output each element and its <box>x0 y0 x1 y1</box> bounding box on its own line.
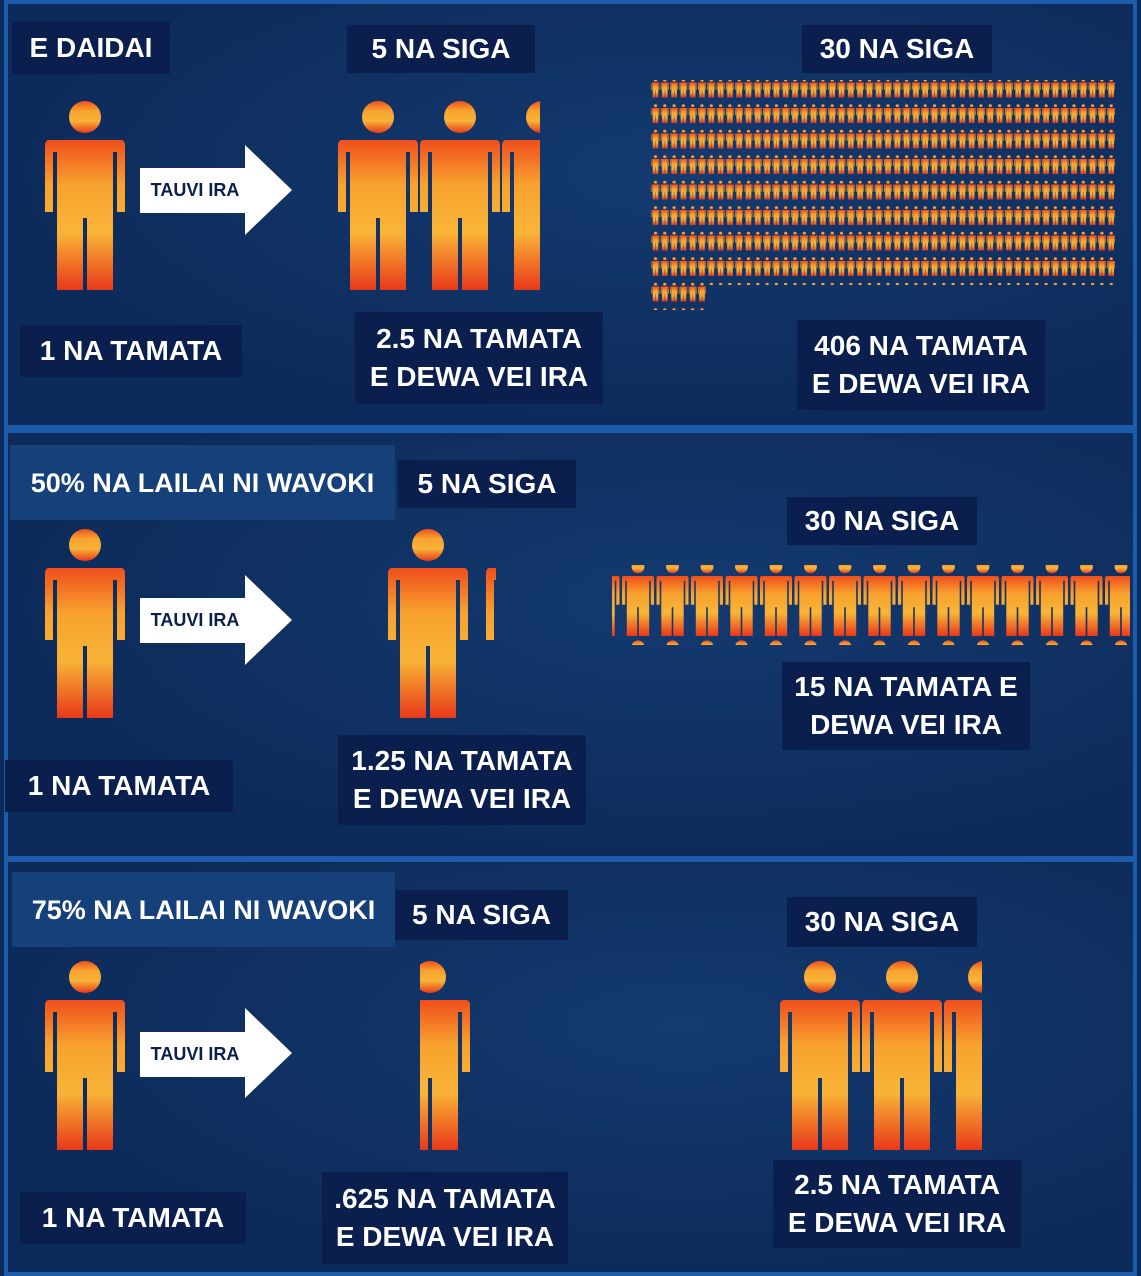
end-heading: 30 NA SIGA <box>787 897 977 947</box>
people-row <box>612 565 1130 645</box>
person-icon <box>338 101 418 290</box>
line: 1.25 NA TAMATA <box>351 742 572 780</box>
mid-heading: 5 NA SIGA <box>398 460 576 508</box>
line: 15 NA TAMATA E <box>794 668 1017 706</box>
line: 2.5 NA TAMATA <box>376 320 582 358</box>
arrow-label: TAUVI IRA <box>140 168 250 213</box>
arrow <box>245 145 292 235</box>
start-label: 1 NA TAMATA <box>20 325 242 377</box>
person-icon <box>45 529 125 718</box>
line: 2.5 NA TAMATA <box>794 1166 1000 1204</box>
line: E DEWA VEI IRA <box>812 365 1030 403</box>
arrow-label: TAUVI IRA <box>140 598 250 643</box>
person-icon-partial <box>486 529 566 718</box>
person-icon <box>388 529 468 718</box>
line: E DEWA VEI IRA <box>788 1204 1006 1242</box>
mid-heading: 5 NA SIGA <box>395 890 568 940</box>
line: 406 NA TAMATA <box>814 327 1028 365</box>
end-heading: 30 NA SIGA <box>787 497 977 545</box>
heading: 50% NA LAILAI NI WAVOKI <box>10 445 395 520</box>
arrow <box>245 575 292 665</box>
line: E DEWA VEI IRA <box>353 780 571 818</box>
person-icon <box>45 961 125 1150</box>
person-icon <box>420 101 500 290</box>
person-icon-partial <box>502 101 582 290</box>
line: .625 NA TAMATA <box>334 1180 555 1218</box>
person-icon-partial <box>944 961 1024 1150</box>
arrow-label: TAUVI IRA <box>140 1032 250 1077</box>
person-icon <box>780 961 860 1150</box>
line: E DEWA VEI IRA <box>336 1218 554 1256</box>
start-label: 1 NA TAMATA <box>5 760 233 812</box>
line: DEWA VEI IRA <box>810 706 1002 744</box>
people-grid <box>650 80 1115 285</box>
person-icon <box>45 101 125 290</box>
start-label: 1 NA TAMATA <box>20 1192 246 1244</box>
mid-heading: 5 NA SIGA <box>347 25 535 73</box>
infographic: E DAIDAI 5 NA SIGA 30 NA SIGA TAUVI IRA … <box>0 0 1141 1276</box>
person-icon <box>862 961 942 1150</box>
line: E DEWA VEI IRA <box>370 358 588 396</box>
arrow <box>245 1008 292 1098</box>
people-grid <box>650 285 706 310</box>
end-heading: 30 NA SIGA <box>802 25 992 73</box>
person-icon-partial <box>390 961 470 1150</box>
heading: E DAIDAI <box>12 22 170 74</box>
heading: 75% NA LAILAI NI WAVOKI <box>12 872 395 947</box>
